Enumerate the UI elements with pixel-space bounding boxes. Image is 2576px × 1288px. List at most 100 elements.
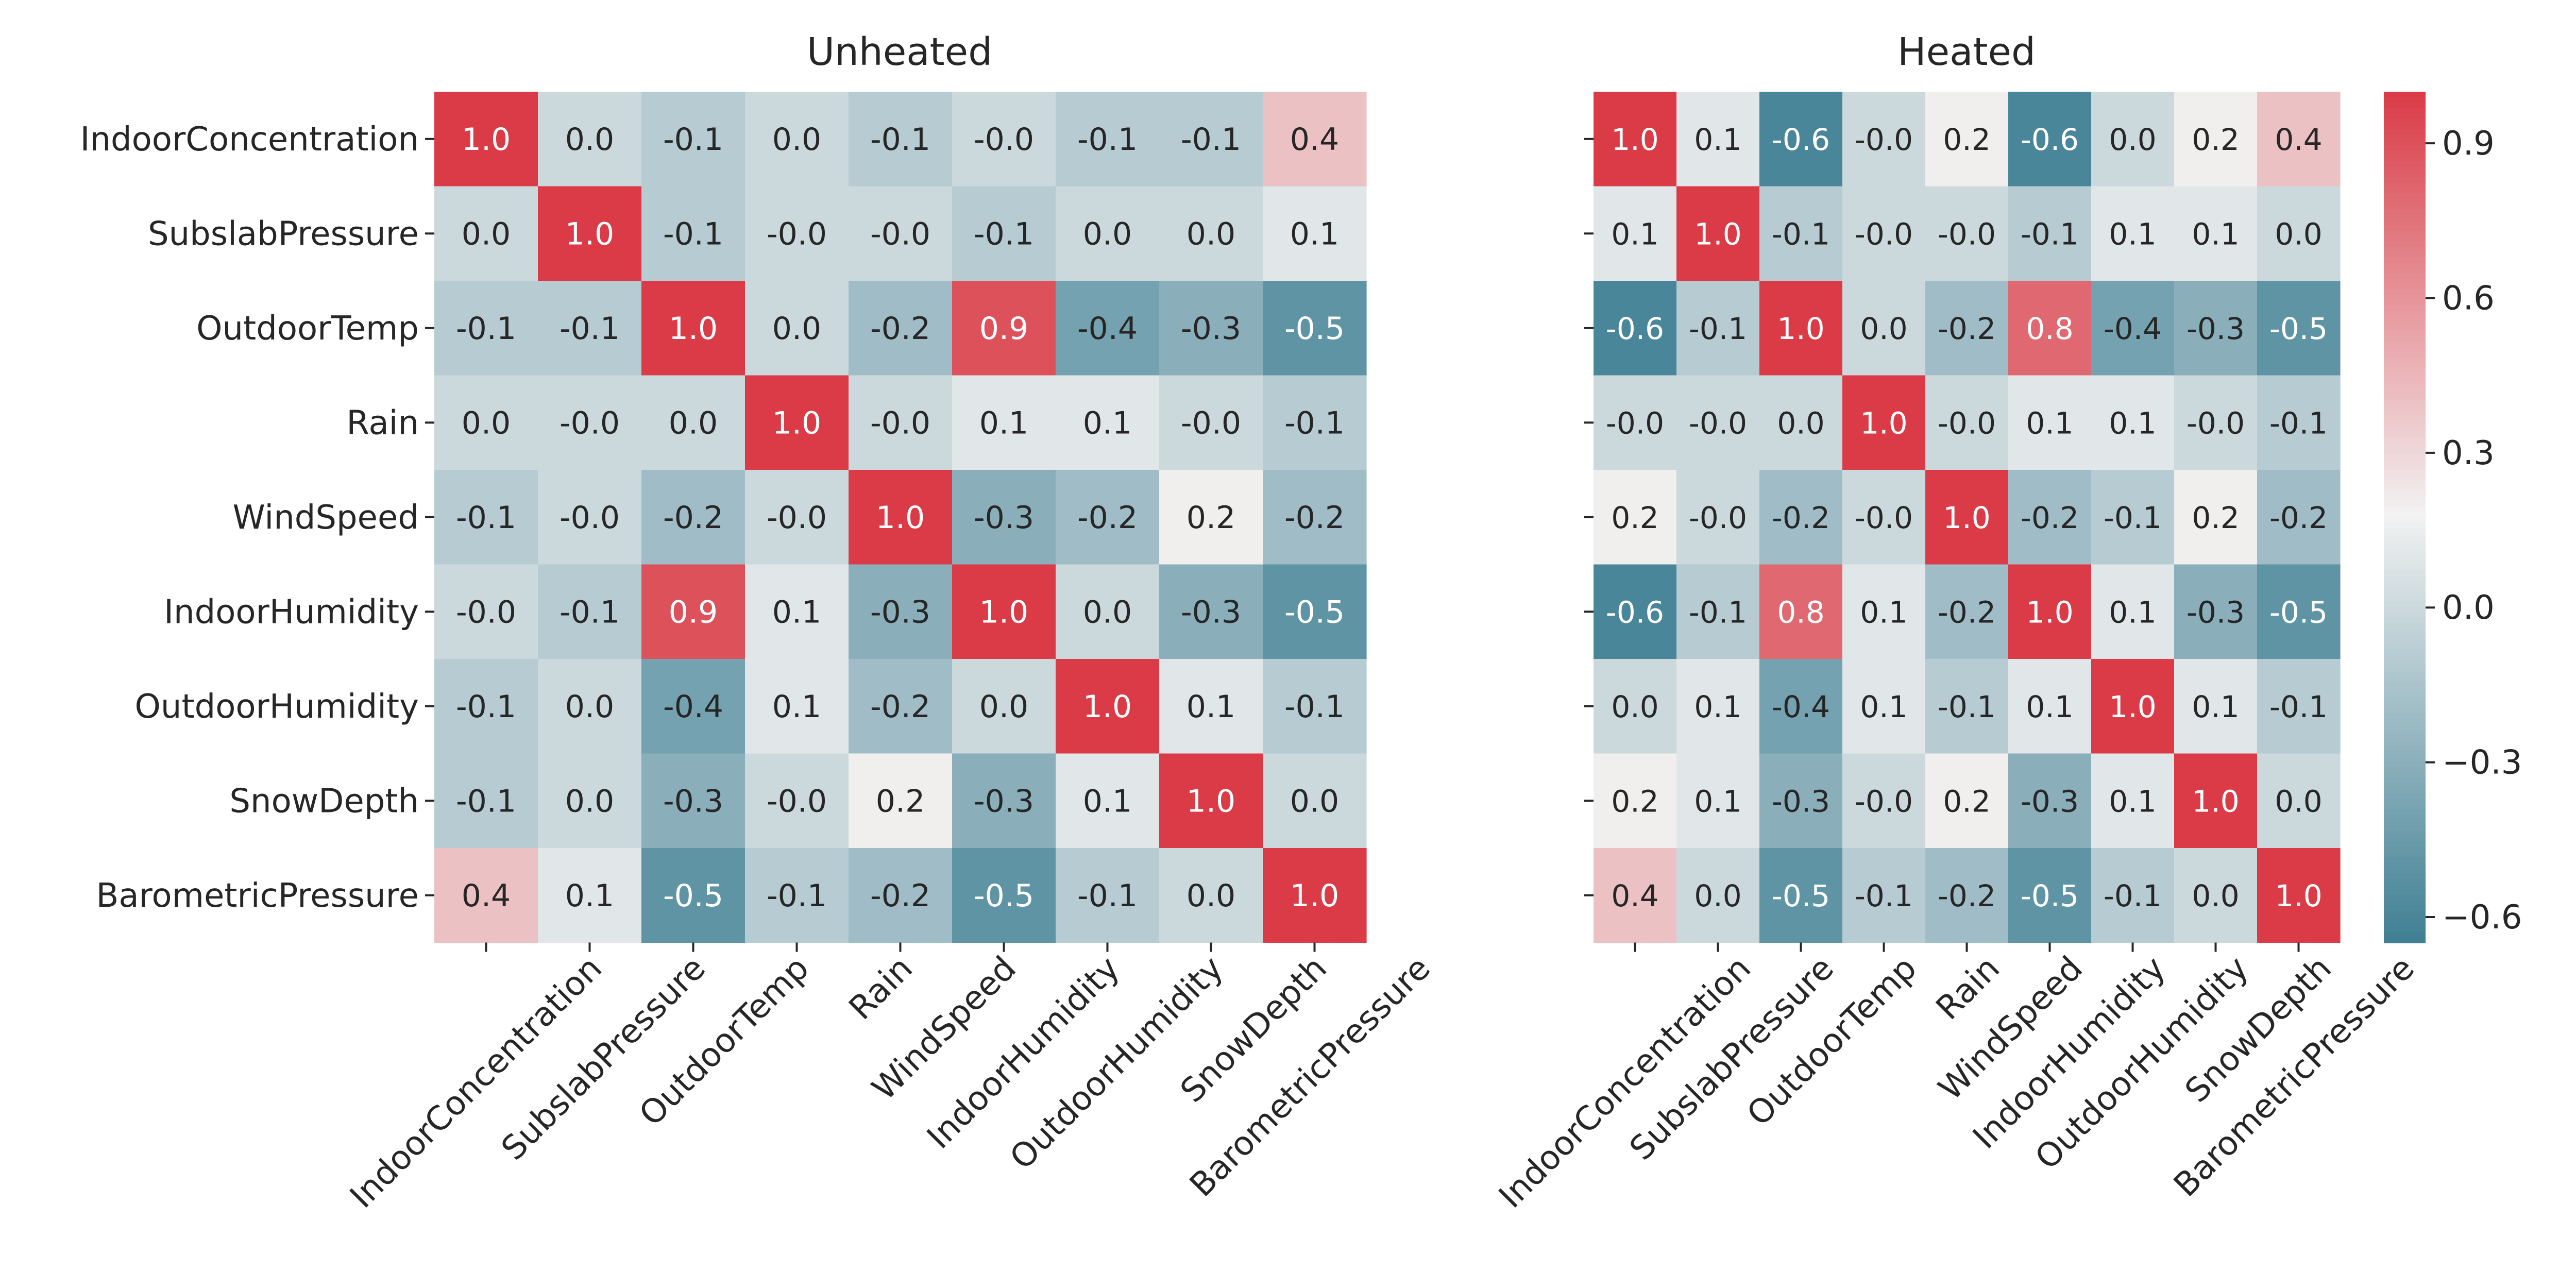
unheated-cell-value: -0.5 [1284, 311, 1345, 347]
colorbar-segment [2384, 889, 2426, 895]
heated-cell-value: 0.1 [2109, 595, 2156, 630]
unheated-cell-value: -0.1 [456, 500, 516, 536]
unheated-cell [1056, 375, 1160, 470]
unheated-cell [745, 92, 849, 187]
heated-cell-value: 0.8 [2026, 311, 2073, 346]
colorbar-segment [2384, 182, 2426, 188]
unheated-cell-value: -0.0 [767, 783, 827, 819]
colorbar-segment [2384, 793, 2426, 800]
heated-cell-value: 1.0 [2109, 689, 2156, 724]
colorbar-segment [2384, 453, 2426, 460]
heated-cell [1676, 659, 1760, 754]
heated-cell-value: 1.0 [1611, 122, 1658, 157]
heated-cell [2008, 848, 2092, 943]
unheated-cell-value: 1.0 [1083, 689, 1132, 725]
unheated-cell-value: 0.0 [1187, 216, 1235, 252]
unheated-y-tick-label: Rain [346, 404, 419, 442]
heated-cell-value: -0.0 [1855, 122, 1913, 157]
colorbar-segment [2384, 432, 2426, 438]
unheated-cell-value: -0.4 [1077, 311, 1138, 347]
colorbar-segment [2384, 857, 2426, 863]
heated-cell-value: -0.0 [1938, 216, 1996, 251]
colorbar-segment [2384, 602, 2426, 608]
unheated-cell [849, 753, 953, 849]
unheated-cell [434, 564, 538, 659]
colorbar-segment [2384, 639, 2426, 646]
heated-cell [1594, 753, 1677, 849]
colorbar-segment [2384, 107, 2426, 114]
heated-cell-value: 0.1 [1860, 689, 1907, 724]
colorbar-segment [2384, 411, 2426, 417]
colorbar-segment [2384, 740, 2426, 747]
heated-cell [2008, 281, 2092, 376]
colorbar-segment [2384, 719, 2426, 725]
colorbar-segment [2384, 278, 2426, 284]
unheated-cell-value: -0.1 [456, 311, 516, 347]
unheated-cell-value: -0.1 [560, 594, 620, 630]
unheated-cell-value: 0.0 [1290, 783, 1339, 819]
heated-cell-value: -0.2 [1772, 500, 1830, 535]
heated-cell [1925, 659, 2009, 754]
unheated-cell-value: 0.0 [772, 311, 821, 347]
unheated-cell [1263, 848, 1367, 943]
colorbar-segment [2384, 203, 2426, 209]
unheated-y-tick-label: BarometricPressure [96, 877, 419, 915]
heated-cell [1759, 659, 1843, 754]
heated-cell-value: 0.4 [1611, 878, 1658, 913]
unheated-cell [538, 564, 642, 659]
heated-cell [2257, 753, 2341, 849]
heated-cell [1594, 564, 1677, 659]
colorbar-segment [2384, 246, 2426, 252]
heated-cell [2257, 848, 2341, 943]
heated-cell [2008, 92, 2092, 187]
heated-cell [1925, 375, 2009, 470]
colorbar-segment [2384, 469, 2426, 476]
colorbar-segment [2384, 607, 2426, 614]
colorbar-segment [2384, 714, 2426, 720]
heated-cell-value: 0.1 [1860, 595, 1907, 630]
unheated-cell-value: -0.1 [1284, 689, 1345, 725]
colorbar-segment [2384, 549, 2426, 555]
colorbar-segment [2384, 448, 2426, 454]
heated-cell-value: -0.3 [1772, 784, 1830, 819]
heated-cell [1594, 470, 1677, 565]
heated-cell [2257, 186, 2341, 281]
heated-cell [2091, 92, 2175, 187]
colorbar-segment [2384, 522, 2426, 529]
heated-cell-value: 1.0 [2192, 784, 2239, 819]
colorbar-segment [2384, 145, 2426, 151]
heated-cell-value: -0.6 [1606, 311, 1664, 346]
unheated-cell-value: 1.0 [876, 500, 925, 536]
heated-cell-value: 0.2 [1943, 784, 1990, 819]
unheated-cell-value: -0.2 [870, 689, 930, 725]
heated-cell [1842, 186, 1926, 281]
heated-cell-value: 0.1 [2192, 216, 2239, 251]
colorbar-segment [2384, 900, 2426, 906]
colorbar-segment [2384, 320, 2426, 327]
colorbar-segment [2384, 937, 2426, 943]
unheated-cell-value: -0.1 [767, 878, 827, 914]
colorbar-segment [2384, 783, 2426, 789]
colorbar-tick-label: 0.9 [2442, 125, 2495, 163]
unheated-cell [538, 281, 642, 376]
colorbar-segment [2384, 836, 2426, 842]
heated-cell-value: -0.6 [1606, 595, 1664, 630]
colorbar-segment [2384, 815, 2426, 821]
heated-cell-value: -0.0 [1689, 405, 1747, 440]
heated-cell [1676, 375, 1760, 470]
heated-cell [1842, 753, 1926, 849]
colorbar-segment [2384, 219, 2426, 225]
heated-cell [1594, 186, 1677, 281]
heated-cell-value: -0.1 [2104, 500, 2162, 535]
unheated-cell [1263, 281, 1367, 376]
colorbar-segment [2384, 474, 2426, 481]
unheated-y-tick-label: IndoorHumidity [164, 593, 419, 631]
colorbar-segment [2384, 613, 2426, 619]
heated-cell-value: 0.0 [1860, 311, 1907, 346]
unheated-cell-value: 0.0 [565, 122, 614, 158]
colorbar-segment [2384, 517, 2426, 523]
unheated-cell [745, 848, 849, 943]
unheated-cell [745, 375, 849, 470]
unheated-cell-value: -0.1 [1284, 405, 1345, 441]
heated-cell [2174, 753, 2258, 849]
